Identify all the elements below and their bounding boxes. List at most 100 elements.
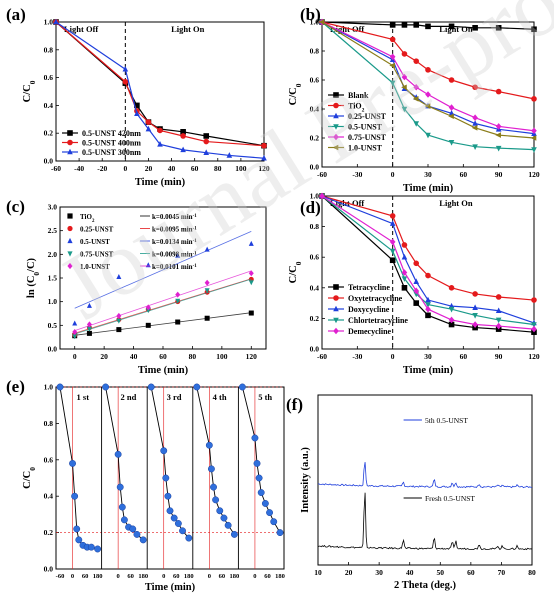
x-axis-label: Time (min) xyxy=(138,365,189,376)
x-tick-label: 30 xyxy=(424,170,432,179)
x-tick-label: 180 xyxy=(275,573,285,580)
light-off-label: Light Off xyxy=(64,24,98,34)
x-tick-label: 0 xyxy=(253,573,256,580)
legend-entry: 0.5-UNST xyxy=(80,238,110,246)
x-tick-label: 60 xyxy=(127,573,134,580)
data-point xyxy=(425,296,431,303)
data-point xyxy=(389,80,396,87)
x-tick-label: -60 xyxy=(51,164,61,173)
xrd-pattern xyxy=(317,492,533,551)
legend-entry: Fresh 0.5-UNST xyxy=(425,494,475,503)
legend-entry: 0.75-UNST xyxy=(348,133,387,142)
data-point xyxy=(401,269,408,276)
data-point xyxy=(145,119,152,125)
data-point xyxy=(401,253,408,260)
light-on-label: Light On xyxy=(439,24,473,34)
series-line xyxy=(241,386,281,533)
legend-marker xyxy=(332,144,339,151)
y-tick-label: 1.0 xyxy=(310,18,320,27)
legend-marker xyxy=(333,284,339,290)
data-point xyxy=(220,514,228,522)
data-point xyxy=(401,84,407,91)
panel-b: -60 -30 0 30 60 90 120 0.0 0.2 0.4 0.6 0.8 1.0 Time (… xyxy=(288,5,540,194)
data-point xyxy=(401,242,408,248)
x-tick-label: 10 xyxy=(314,568,322,577)
legend-k-value: k=0.0045 min-1 xyxy=(152,213,197,221)
data-point xyxy=(116,483,124,491)
legend-entry: TiO2 xyxy=(80,213,95,224)
data-point xyxy=(248,280,254,286)
data-point xyxy=(86,326,92,332)
x-tick-label: -60 xyxy=(56,573,65,580)
data-point xyxy=(175,319,181,325)
data-point xyxy=(495,294,502,300)
legend-marker xyxy=(67,213,73,219)
data-point xyxy=(179,527,186,535)
series-line xyxy=(55,21,265,147)
data-point xyxy=(170,514,178,522)
data-point xyxy=(401,285,408,291)
xrd-pattern xyxy=(318,462,532,489)
x-tick-label: 100 xyxy=(216,352,228,361)
y-tick-label: 0.8 xyxy=(44,419,54,428)
cycle-label: 5 th xyxy=(258,392,272,402)
data-point xyxy=(185,534,193,542)
data-point xyxy=(204,246,210,252)
data-point xyxy=(495,307,502,314)
x-tick-label: 60 xyxy=(173,573,180,580)
x-tick-label: 90 xyxy=(495,352,503,361)
x-tick-label: -20 xyxy=(97,164,107,173)
data-point xyxy=(175,252,181,258)
legend-marker xyxy=(67,251,73,257)
data-point xyxy=(425,132,431,139)
y-tick-label: 0.4 xyxy=(44,492,54,501)
cycle-series xyxy=(56,383,102,553)
x-tick-label: 60 xyxy=(219,573,226,580)
y-tick-label: 0.0 xyxy=(310,163,320,172)
data-point xyxy=(530,135,537,141)
data-point xyxy=(134,102,140,109)
data-point xyxy=(401,106,408,113)
legend-marker xyxy=(333,133,339,141)
data-point xyxy=(495,322,502,330)
data-point xyxy=(531,325,537,333)
data-point xyxy=(175,291,181,298)
data-point xyxy=(210,483,217,491)
data-point xyxy=(145,308,151,314)
x-tick-label: 20 xyxy=(100,352,108,361)
data-point xyxy=(122,78,129,85)
data-point xyxy=(495,88,502,95)
data-point xyxy=(448,321,455,328)
fit-line xyxy=(74,278,252,335)
y-tick-label: 0.4 xyxy=(310,105,320,114)
y-tick-label: 1.0 xyxy=(48,297,58,306)
data-point xyxy=(203,149,210,155)
data-point xyxy=(389,213,396,219)
data-point xyxy=(203,138,210,145)
data-point xyxy=(389,238,396,246)
data-point xyxy=(472,114,478,121)
data-point xyxy=(174,520,182,527)
data-point xyxy=(495,123,502,130)
data-point xyxy=(531,297,537,303)
data-point xyxy=(472,321,478,328)
x-tick-label: 180 xyxy=(93,573,103,580)
data-point xyxy=(495,25,502,31)
cycle-label: 1 st xyxy=(77,392,90,402)
y-tick-label: 0.0 xyxy=(44,565,54,574)
data-point xyxy=(212,496,220,504)
data-point xyxy=(253,459,261,467)
data-point xyxy=(389,53,396,61)
data-point xyxy=(425,302,431,308)
data-point xyxy=(389,62,395,69)
data-point xyxy=(248,270,254,277)
series-line xyxy=(59,386,98,550)
cycle-series xyxy=(238,383,284,537)
x-tick-label: 120 xyxy=(258,164,270,173)
data-point xyxy=(116,318,122,324)
legend-k-value: k=0.0095 min-1 xyxy=(152,226,197,234)
data-point xyxy=(448,77,455,83)
x-tick-label: 0 xyxy=(391,170,395,179)
x-tick-label: 180 xyxy=(184,573,194,580)
x-axis-label: Time (min) xyxy=(135,177,186,188)
